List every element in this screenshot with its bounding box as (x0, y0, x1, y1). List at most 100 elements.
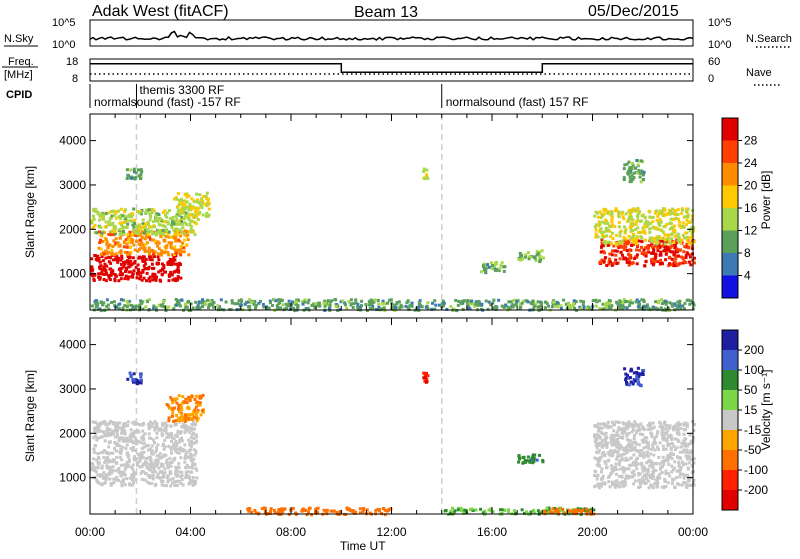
velocity-echo-cell (171, 481, 174, 485)
velocity-echo-cell (152, 438, 155, 442)
power-echo-cell (620, 253, 624, 257)
velocity-echo-cell (661, 436, 665, 440)
power-echo-cell (153, 272, 157, 276)
velocity-echo-cell (638, 432, 642, 436)
velocity-echo-cell (611, 453, 615, 457)
power-echo-cell (635, 242, 638, 246)
nsky-tick-top: 10^5 (52, 17, 76, 29)
velocity-echo-cell (593, 485, 597, 489)
power-echo-cell (617, 303, 621, 307)
velocity-echo-cell (681, 472, 685, 476)
velocity-echo-cell (194, 405, 198, 409)
power-echo-cell (111, 258, 115, 262)
velocity-echo-cell (173, 406, 177, 410)
power-echo-cell (614, 242, 618, 246)
power-echo-cell (142, 276, 146, 280)
velocity-echo-cell (162, 474, 166, 478)
power-echo-cell (95, 231, 99, 235)
power-echo-cell (665, 213, 668, 217)
power-echo-cell (244, 300, 248, 304)
power-echo-cell (281, 303, 285, 307)
velocity-echo-cell (647, 486, 651, 490)
velocity-echo-cell (685, 448, 689, 452)
velocity-echo-cell (325, 508, 329, 512)
velocity-echo-cell (139, 471, 143, 475)
power-echo-cell (377, 305, 381, 309)
power-echo-cell (675, 263, 679, 267)
velocity-echo-cell (199, 396, 203, 400)
velocity-echo-cell (158, 452, 162, 456)
power-echo-cell (138, 227, 142, 231)
velocity-echo-cell (634, 442, 638, 446)
power-echo-cell (198, 211, 202, 214)
velocity-echo-cell (671, 477, 674, 481)
velocity-echo-cell (650, 435, 654, 439)
power-echo-cell (137, 242, 141, 246)
velocity-echo-cell (642, 446, 646, 450)
power-echo-cell (637, 239, 641, 243)
velocity-echo-cell (551, 507, 555, 511)
power-echo-cell (631, 235, 635, 239)
velocity-echo-cell (174, 444, 177, 448)
power-echo-cell (180, 250, 184, 254)
power-echo-cell (182, 232, 186, 236)
power-echo-cell (460, 302, 464, 306)
power-echo-cell (400, 305, 404, 309)
power-echo-cell (631, 163, 635, 167)
velocity-echo-cell (603, 444, 606, 448)
power-echo-cell (147, 230, 151, 234)
velocity-echo-cell (169, 484, 173, 488)
power-echo-cell (152, 255, 156, 259)
power-echo-cell (107, 255, 111, 259)
velocity-echo-cell (594, 484, 598, 488)
power-echo-cell (120, 266, 124, 270)
velocity-echo-cell (145, 480, 149, 484)
power-echo-cell (382, 306, 386, 310)
power-echo-cell (167, 260, 171, 264)
velocity-echo-cell (677, 462, 681, 466)
velocity-echo-cell (529, 510, 533, 514)
velocity-echo-cell (689, 441, 693, 445)
power-echo-cell (103, 262, 107, 266)
power-echo-region (125, 167, 144, 181)
nsearch-tick-top: 10^5 (708, 17, 732, 29)
power-echo-cell (99, 264, 103, 268)
velocity-echo-cell (188, 399, 192, 403)
power-echo-cell (173, 230, 177, 234)
velocity-echo-cell (545, 506, 549, 510)
velocity-echo-cell (680, 483, 684, 487)
velocity-echo-cell (604, 431, 608, 435)
power-echo-cell (139, 172, 143, 176)
power-echo-cell (238, 307, 242, 311)
velocity-echo-cell (683, 421, 687, 425)
power-echo-cell (504, 303, 508, 307)
velocity-echo-cell (125, 436, 129, 440)
power-echo-cell (161, 228, 165, 232)
velocity-echo-cell (177, 466, 181, 470)
power-echo-cell (627, 234, 631, 238)
power-echo-cell (145, 228, 149, 232)
power-echo-cell (642, 248, 646, 252)
velocity-echo-cell (195, 468, 199, 472)
velocity-echo-cell (598, 486, 601, 490)
power-echo-cell (230, 301, 234, 305)
power-echo-cell (674, 304, 678, 308)
velocity-echo-cell (658, 425, 662, 429)
velocity-echo-cell (149, 425, 153, 428)
power-echo-cell (292, 306, 296, 310)
velocity-echo-cell (637, 486, 640, 489)
power-echo-cell (681, 208, 684, 212)
power-echo-cell (135, 271, 139, 275)
power-echo-cell (127, 275, 131, 279)
power-echo-cell (171, 216, 175, 219)
power-echo-cell (662, 225, 666, 229)
power-echo-cell (126, 232, 130, 236)
velocity-echo-cell (132, 380, 135, 384)
velocity-echo-cell (656, 431, 659, 435)
power-echo-cell (167, 241, 171, 245)
power-echo-cell (201, 304, 205, 308)
velocity-echo-cell (617, 454, 621, 458)
velocity-echo-cell (606, 426, 610, 430)
power-echo-cell (97, 246, 101, 250)
